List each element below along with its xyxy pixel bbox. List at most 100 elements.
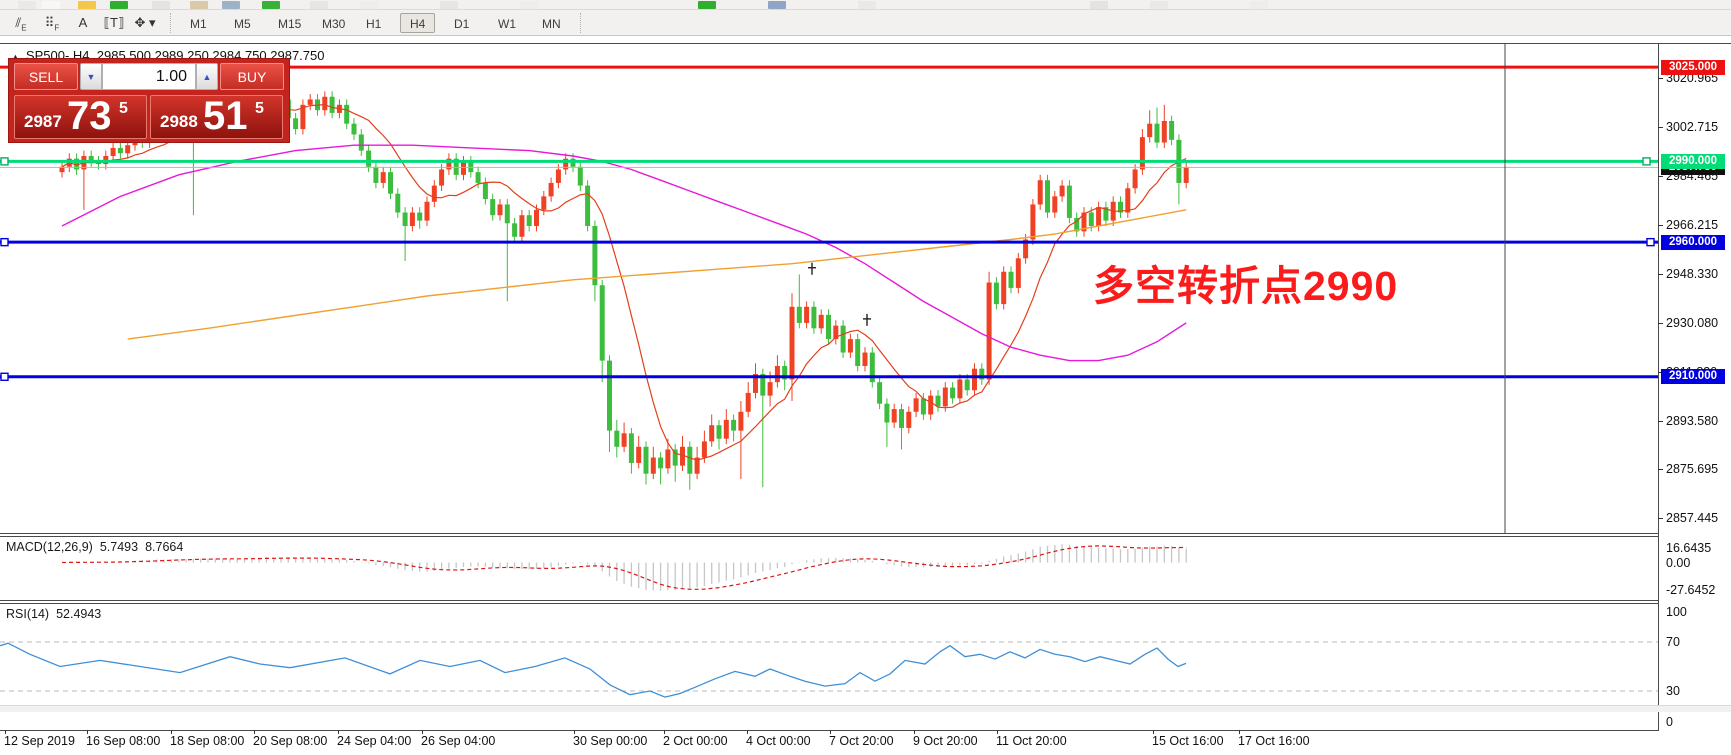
sell-button[interactable]: SELL (14, 63, 78, 90)
price-tick-label: 2893.580 (1666, 413, 1719, 428)
buy-price-sup: 5 (255, 100, 264, 117)
toolbar-strip-icon[interactable] (152, 1, 170, 9)
time-tick-label: 9 Oct 20:00 (913, 734, 978, 748)
macd-scale-label: -27.6452 (1666, 583, 1716, 597)
toolbar-strip-icon[interactable] (78, 1, 96, 9)
time-tick-label: 26 Sep 04:00 (421, 734, 496, 748)
pane-border-rsi-top[interactable] (0, 603, 1659, 604)
equidistant-channel-icon[interactable]: ⫽E (15, 15, 27, 33)
price-tick (1658, 273, 1663, 275)
macd-value-signal: 8.7664 (145, 540, 184, 554)
time-tick-label: 2 Oct 00:00 (663, 734, 728, 748)
time-tick (87, 730, 88, 734)
toolbar-strip-icon[interactable] (42, 1, 60, 9)
toolbar-strip-icon[interactable] (310, 1, 328, 9)
toolbar-strip-icon[interactable] (190, 1, 208, 9)
time-tick-label: 15 Oct 16:00 (1152, 734, 1224, 748)
timeframe-button-m15[interactable]: M15 (278, 17, 302, 31)
price-tick (1658, 176, 1663, 178)
toolbar-strip-icon[interactable] (520, 1, 538, 9)
toolbar-strip-icon[interactable] (858, 1, 876, 9)
sell-price-sup: 5 (119, 100, 128, 117)
pane-border-rsi-bottom (0, 730, 1659, 731)
toolbar: ⫽E ⠿F A ⟦T⟧ ✥ ▾ M1 M5 M15 M30 H1 H4 D1 W1 MN (0, 10, 1731, 36)
time-tick-label: 24 Sep 04:00 (337, 734, 412, 748)
price-tick (1658, 420, 1663, 422)
toolbar-strip-icon[interactable] (1090, 1, 1108, 9)
rsi-scale-label: 100 (1666, 605, 1687, 619)
time-tick-label: 30 Sep 00:00 (573, 734, 648, 748)
buy-price-prefix: 2988 (160, 112, 198, 131)
rsi-scale-label: 70 (1666, 635, 1680, 649)
time-tick (171, 730, 172, 734)
time-tick (338, 730, 339, 734)
bottom-strip (0, 705, 1731, 712)
price-tick (1658, 127, 1663, 129)
level-price-badge: 2960.000 (1661, 234, 1725, 250)
price-tick (1658, 518, 1663, 520)
sell-price-main: 73 (67, 94, 112, 138)
timeframe-button-h4[interactable]: H4 (400, 13, 436, 33)
time-tick (1153, 730, 1154, 734)
timeframe-button-w1[interactable]: W1 (498, 17, 516, 31)
buy-price-main: 51 (203, 94, 248, 138)
pane-border-right (1658, 43, 1659, 731)
pane-border-main-bottom[interactable] (0, 533, 1659, 534)
time-tick (997, 730, 998, 734)
toolbar-strip-icon[interactable] (698, 1, 716, 9)
toolbar-strip-icon[interactable] (262, 1, 280, 9)
timeframe-button-m1[interactable]: M1 (190, 17, 207, 31)
fibonacci-retracement-icon[interactable]: ⠿F (44, 15, 60, 33)
arrow-objects-icon[interactable]: ✥ ▾ (134, 15, 156, 30)
macd-label: MACD(12,26,9) 5.7493 8.7664 (6, 540, 184, 554)
buy-button[interactable]: BUY (220, 63, 284, 90)
time-tick-label: 4 Oct 00:00 (746, 734, 811, 748)
price-tick-label: 2875.695 (1666, 462, 1719, 477)
toolbar-strip-icon[interactable] (768, 1, 786, 9)
macd-scale-label: 0.00 (1666, 555, 1691, 570)
timeframe-button-d1[interactable]: D1 (454, 17, 470, 31)
time-tick (254, 730, 255, 734)
toolbar-strip-icon[interactable] (110, 1, 128, 9)
collapse-icon[interactable]: ▲ (11, 52, 20, 62)
volume-input[interactable]: 1.00 (102, 63, 196, 90)
text-label-icon[interactable]: ⟦T⟧ (103, 15, 125, 30)
price-tick-label: 2966.215 (1666, 218, 1719, 233)
level-price-badge: 3025.000 (1661, 59, 1725, 75)
toolbar-separator (580, 13, 581, 33)
toolbar-strip (0, 0, 1731, 10)
toolbar-strip-icon[interactable] (440, 1, 458, 9)
toolbar-strip-icon[interactable] (360, 1, 378, 9)
buy-price-button[interactable]: 2988 51 5 (150, 94, 283, 139)
level-price-badge: 2910.000 (1661, 369, 1725, 385)
sell-price-button[interactable]: 2987 73 5 (14, 94, 147, 139)
chart-canvas[interactable] (0, 43, 1731, 755)
time-tick (664, 730, 665, 734)
time-tick-label: 7 Oct 20:00 (829, 734, 894, 748)
time-tick-label: 16 Sep 08:00 (86, 734, 161, 748)
pane-border-macd-top[interactable] (0, 536, 1659, 537)
time-tick-label: 12 Sep 2019 (4, 734, 75, 748)
toolbar-strip-icon[interactable] (222, 1, 240, 9)
sell-price-prefix: 2987 (24, 112, 62, 131)
toolbar-strip-icon[interactable] (18, 1, 36, 9)
volume-increase-button[interactable]: ▲ (196, 63, 218, 90)
toolbar-strip-icon[interactable] (1250, 1, 1268, 9)
timeframe-button-mn[interactable]: MN (542, 17, 561, 31)
text-tool-icon[interactable]: A (78, 15, 88, 30)
price-tick-label: 2857.445 (1666, 511, 1719, 526)
time-tick (747, 730, 748, 734)
time-tick (422, 730, 423, 734)
pane-border-macd-bottom[interactable] (0, 600, 1659, 601)
timeframe-button-m5[interactable]: M5 (234, 17, 251, 31)
price-tick (1658, 322, 1663, 324)
volume-decrease-button[interactable]: ▼ (80, 63, 102, 90)
toolbar-separator (170, 13, 171, 33)
macd-value-main: 5.7493 (99, 540, 139, 554)
toolbar-strip-icon[interactable] (1150, 1, 1168, 9)
rsi-scale-label: 0 (1666, 715, 1673, 729)
price-tick-label: 3002.715 (1666, 120, 1719, 135)
timeframe-button-m30[interactable]: M30 (322, 17, 346, 31)
timeframe-button-h1[interactable]: H1 (366, 17, 382, 31)
